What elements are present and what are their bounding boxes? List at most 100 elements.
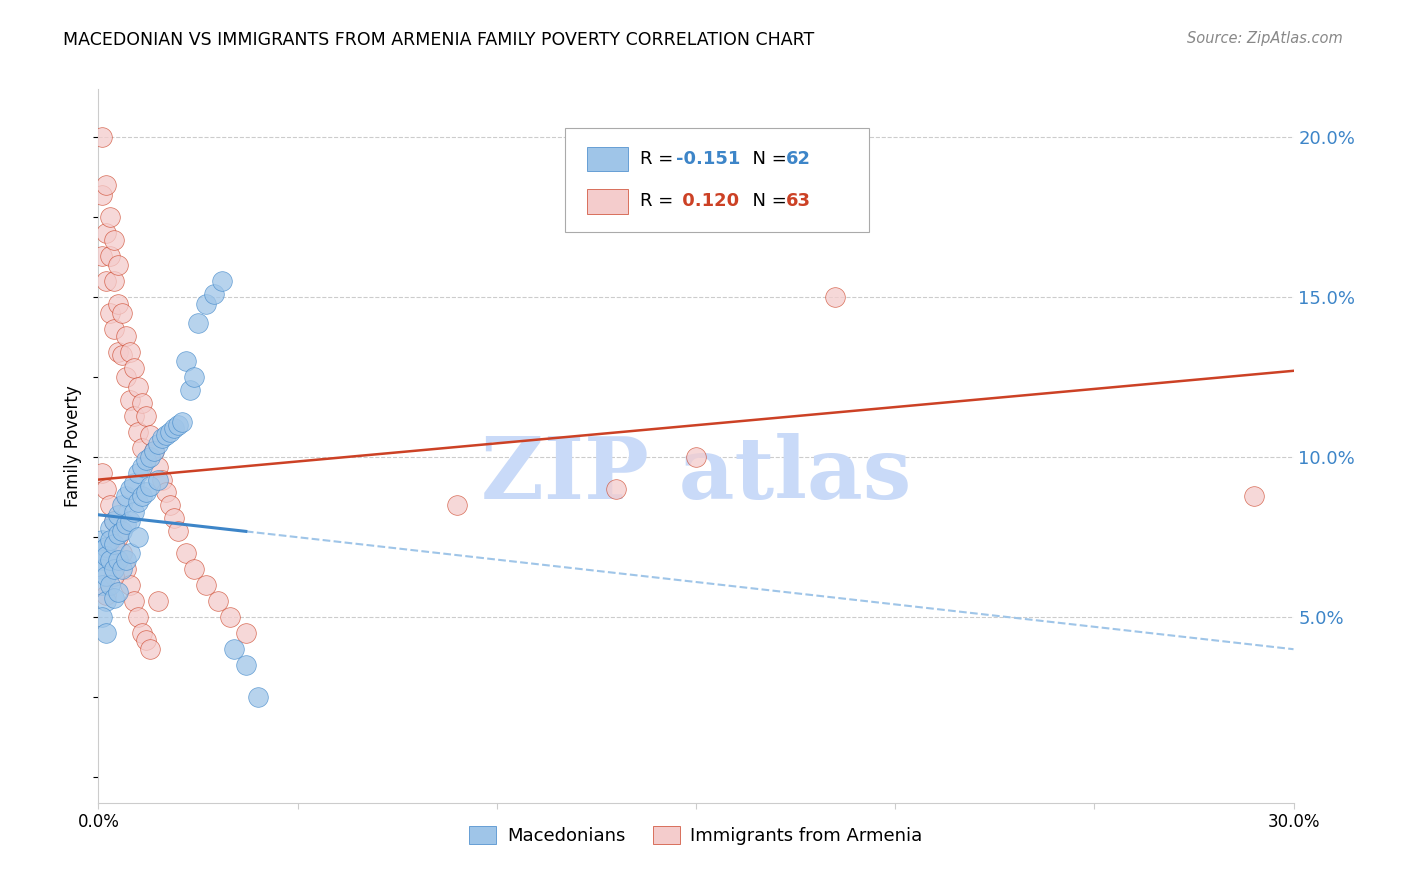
FancyBboxPatch shape [588,189,628,213]
Point [127,610,149,624]
Point [96,178,118,193]
Point [120,578,142,592]
Point [120,546,142,560]
Point [96,549,118,564]
Point [96,588,118,602]
Point [111,562,134,576]
Point [211,274,233,288]
Point [107,527,129,541]
Point [96,226,118,240]
Point [139,450,162,465]
Point [107,508,129,522]
Point [155,485,177,500]
Text: ZIP atlas: ZIP atlas [481,433,911,516]
Text: N =: N = [741,150,793,168]
Point [98,533,122,548]
Point [127,495,149,509]
Point [167,418,190,433]
Point [183,370,205,384]
Point [124,360,146,375]
Point [103,514,125,528]
Text: R =: R = [640,150,679,168]
FancyBboxPatch shape [588,147,628,171]
Point [96,274,118,288]
Text: 63: 63 [786,193,811,211]
Point [139,642,162,657]
Legend: Macedonians, Immigrants from Armenia: Macedonians, Immigrants from Armenia [463,819,929,852]
Point [91,249,114,263]
Point [235,626,257,640]
Point [143,443,166,458]
Point [107,552,129,566]
Point [163,421,186,435]
Point [131,441,153,455]
Point [139,479,162,493]
Point [120,344,142,359]
Point [135,632,157,647]
Point [115,370,138,384]
Point [685,450,707,465]
Text: 62: 62 [786,150,811,168]
Point [235,658,257,673]
Point [148,437,170,451]
Point [91,130,114,145]
Point [103,591,125,605]
Point [107,344,129,359]
Point [127,380,149,394]
Point [96,540,118,554]
Point [91,187,114,202]
FancyBboxPatch shape [565,128,869,232]
Point [103,233,125,247]
Point [139,427,162,442]
Point [111,498,134,512]
Point [135,485,157,500]
Point [187,316,209,330]
Point [124,505,146,519]
Point [98,520,122,534]
Point [115,552,138,566]
Point [111,348,134,362]
Point [115,562,138,576]
Point [96,568,118,582]
Point [103,536,125,550]
Point [131,489,153,503]
Text: N =: N = [741,193,793,211]
Point [131,459,153,474]
Point [222,642,245,657]
Point [127,466,149,480]
Point [174,546,197,560]
Point [91,533,114,548]
Point [115,489,138,503]
Point [174,354,197,368]
Text: Source: ZipAtlas.com: Source: ZipAtlas.com [1187,31,1343,46]
Point [98,306,122,320]
Point [98,249,122,263]
Y-axis label: Family Poverty: Family Poverty [65,385,83,507]
Point [150,431,173,445]
Point [107,258,129,272]
Point [131,396,153,410]
Point [115,517,138,532]
Point [91,578,114,592]
Point [150,473,173,487]
Point [1243,489,1265,503]
Point [96,626,118,640]
Point [98,552,122,566]
Point [91,562,114,576]
Point [131,626,153,640]
Point [163,511,186,525]
Point [91,610,114,624]
Point [135,409,157,423]
Point [195,296,218,310]
Point [127,530,149,544]
Point [103,274,125,288]
Point [824,290,846,304]
Text: MACEDONIAN VS IMMIGRANTS FROM ARMENIA FAMILY POVERTY CORRELATION CHART: MACEDONIAN VS IMMIGRANTS FROM ARMENIA FA… [63,31,814,49]
Point [107,296,129,310]
Point [98,498,122,512]
Point [124,594,146,608]
Point [207,594,229,608]
Point [107,530,129,544]
Point [91,466,114,480]
Point [124,475,146,490]
